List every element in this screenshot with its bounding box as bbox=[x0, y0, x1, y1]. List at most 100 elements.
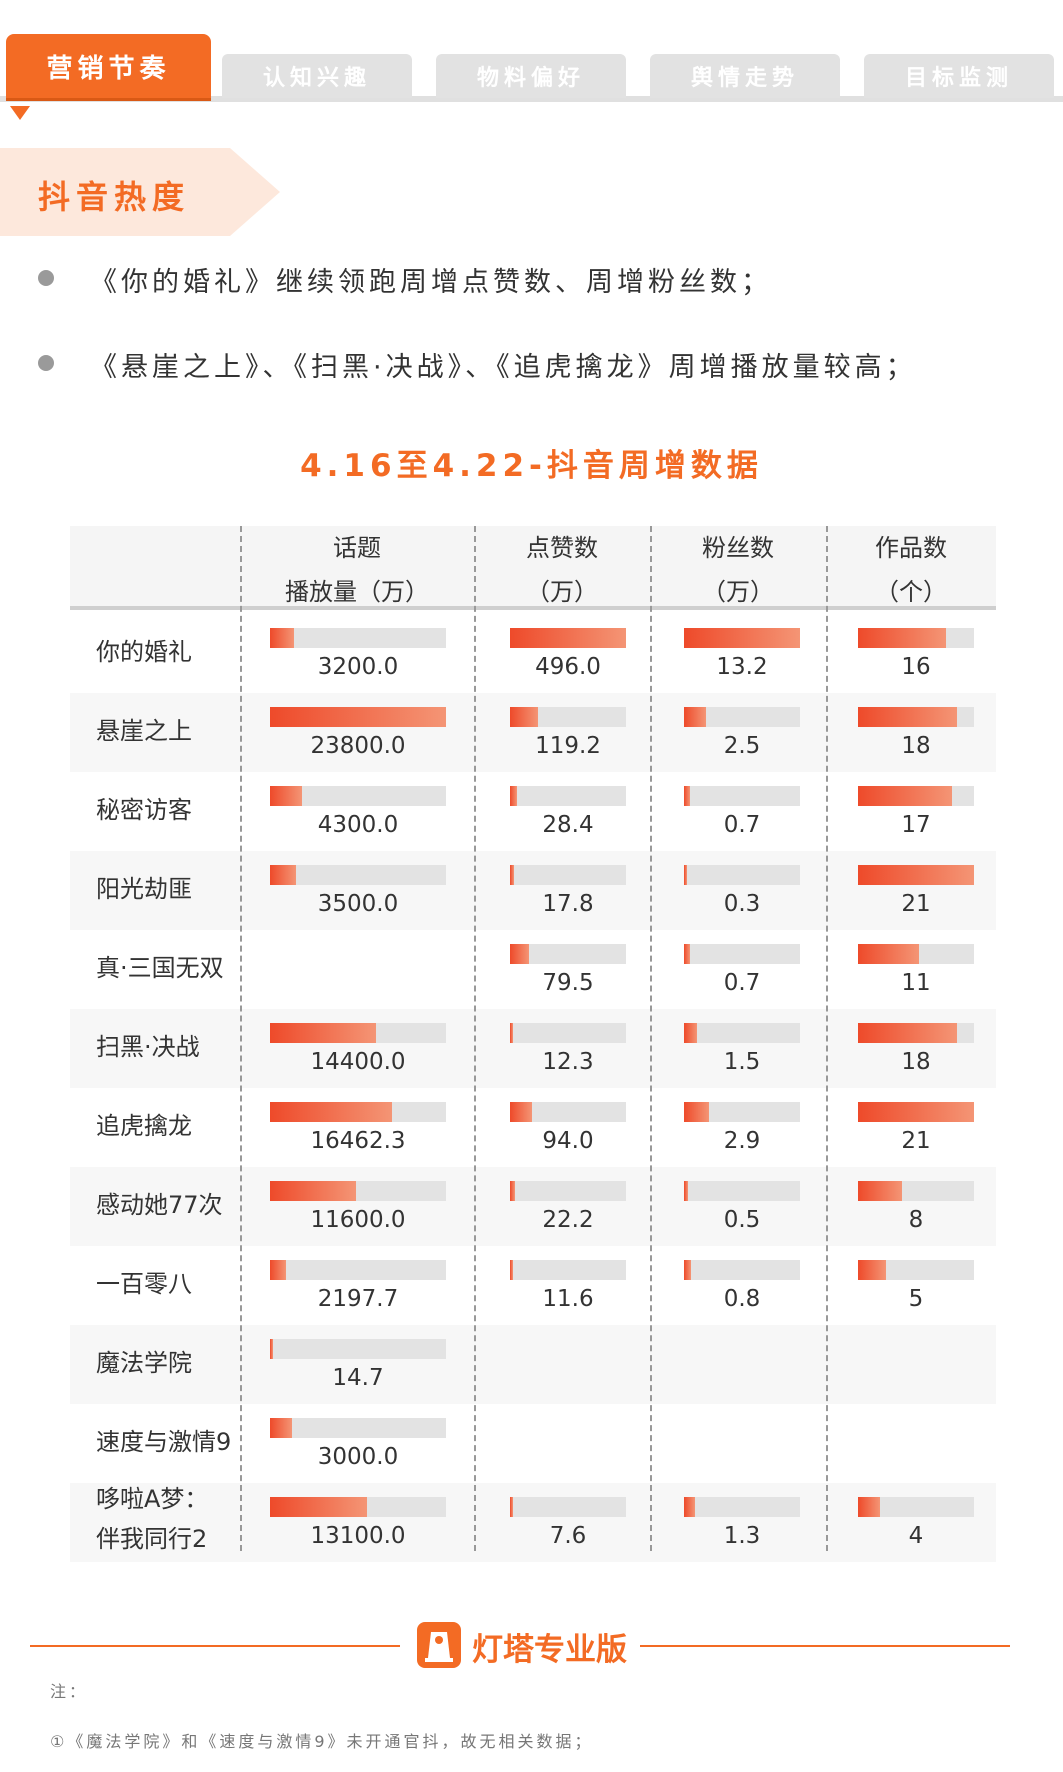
tab-marketing-rhythm[interactable]: 营销节奏 bbox=[6, 34, 211, 98]
works-bar bbox=[858, 1181, 902, 1201]
likes-bar bbox=[510, 1260, 513, 1280]
works-value: 16 bbox=[901, 654, 931, 680]
works-bar-track bbox=[858, 1023, 974, 1043]
views-bar bbox=[270, 707, 446, 727]
row-name: 阳光劫匪 bbox=[96, 875, 192, 903]
header-fans: 粉丝数 （万） bbox=[650, 526, 826, 608]
table-row: 扫黑·决战 14400.0 12.3 1.5 18 bbox=[70, 1009, 996, 1088]
likes-bar bbox=[510, 1023, 513, 1043]
fans-bar-track bbox=[684, 944, 800, 964]
fans-bar bbox=[684, 786, 690, 806]
tab-target-monitoring[interactable]: 目标监测 bbox=[864, 54, 1054, 98]
likes-value: 94.0 bbox=[542, 1128, 594, 1154]
fans-bar bbox=[684, 944, 690, 964]
likes-bar bbox=[510, 944, 529, 964]
fans-bar-track bbox=[684, 1102, 800, 1122]
table-row: 真·三国无双 79.5 0.7 11 bbox=[70, 930, 996, 1009]
works-value: 5 bbox=[908, 1286, 924, 1312]
header-likes-line2: （万） bbox=[526, 578, 598, 606]
fans-bar bbox=[684, 865, 687, 885]
likes-value: 7.6 bbox=[549, 1523, 587, 1549]
active-tab-pointer bbox=[10, 106, 30, 120]
views-bar bbox=[270, 1418, 292, 1438]
works-bar bbox=[858, 707, 957, 727]
likes-value: 22.2 bbox=[542, 1207, 594, 1233]
fans-value: 2.9 bbox=[723, 1128, 761, 1154]
bullet-dot-icon bbox=[38, 270, 54, 286]
works-bar-track bbox=[858, 865, 974, 885]
views-value: 2197.7 bbox=[317, 1286, 399, 1312]
views-value: 23800.0 bbox=[310, 733, 406, 759]
works-bar-track bbox=[858, 1181, 974, 1201]
works-bar bbox=[858, 944, 919, 964]
table-row: 秘密访客 4300.0 28.4 0.7 17 bbox=[70, 772, 996, 851]
views-bar bbox=[270, 1339, 273, 1359]
table-row: 魔法学院 14.7 bbox=[70, 1325, 996, 1404]
likes-bar bbox=[510, 1102, 532, 1122]
header-divider bbox=[70, 606, 996, 610]
likes-bar bbox=[510, 628, 626, 648]
section-banner bbox=[0, 148, 280, 236]
table-row: 悬崖之上 23800.0 119.2 2.5 18 bbox=[70, 693, 996, 772]
views-value: 16462.3 bbox=[310, 1128, 406, 1154]
works-bar bbox=[858, 1023, 957, 1043]
views-value: 11600.0 bbox=[310, 1207, 406, 1233]
header-likes-line1: 点赞数 bbox=[526, 534, 598, 562]
bullet-dot-icon bbox=[38, 355, 54, 371]
row-name: 悬崖之上 bbox=[96, 717, 192, 745]
likes-bar-track bbox=[510, 865, 626, 885]
fans-bar-track bbox=[684, 786, 800, 806]
works-bar bbox=[858, 786, 952, 806]
fans-bar-track bbox=[684, 1181, 800, 1201]
footer-divider-right bbox=[640, 1645, 1010, 1647]
works-value: 21 bbox=[901, 891, 931, 917]
likes-bar bbox=[510, 1497, 513, 1517]
views-bar bbox=[270, 1260, 286, 1280]
works-bar bbox=[858, 1102, 974, 1122]
table-title: 4.16至4.22-抖音周增数据 bbox=[300, 448, 763, 484]
column-divider bbox=[650, 526, 652, 1551]
likes-value: 28.4 bbox=[542, 812, 594, 838]
views-bar-track bbox=[270, 1102, 446, 1122]
views-value: 3500.0 bbox=[317, 891, 399, 917]
tab-cognition-interest[interactable]: 认知兴趣 bbox=[222, 54, 412, 98]
row-name: 哆啦A梦： bbox=[96, 1485, 209, 1513]
likes-bar-track bbox=[510, 786, 626, 806]
header-views: 话题 播放量（万） bbox=[240, 526, 474, 608]
fans-value: 0.7 bbox=[723, 812, 761, 838]
row-name: 魔法学院 bbox=[96, 1349, 192, 1377]
fans-bar-track bbox=[684, 865, 800, 885]
likes-bar-track bbox=[510, 1181, 626, 1201]
works-value: 17 bbox=[901, 812, 931, 838]
likes-bar bbox=[510, 865, 514, 885]
section-title: 抖音热度 bbox=[38, 178, 191, 216]
works-value: 11 bbox=[901, 970, 931, 996]
works-bar-track bbox=[858, 1260, 974, 1280]
views-bar-track bbox=[270, 707, 446, 727]
header-views-line2: 播放量（万） bbox=[285, 578, 429, 606]
works-bar-track bbox=[858, 628, 974, 648]
works-value: 18 bbox=[901, 733, 931, 759]
likes-bar-track bbox=[510, 1260, 626, 1280]
table-row: 一百零八 2197.7 11.6 0.8 5 bbox=[70, 1246, 996, 1325]
views-bar bbox=[270, 1023, 376, 1043]
likes-bar bbox=[510, 786, 517, 806]
works-bar-track bbox=[858, 707, 974, 727]
views-value: 3000.0 bbox=[317, 1444, 399, 1470]
works-bar bbox=[858, 1497, 880, 1517]
fans-bar-track bbox=[684, 1260, 800, 1280]
tab-material-preference[interactable]: 物料偏好 bbox=[436, 54, 626, 98]
works-bar-track bbox=[858, 1497, 974, 1517]
works-value: 21 bbox=[901, 1128, 931, 1154]
fans-bar bbox=[684, 707, 706, 727]
row-name: 扫黑·决战 bbox=[96, 1033, 200, 1061]
row-name: 速度与激情9 bbox=[96, 1428, 232, 1456]
row-name: 真·三国无双 bbox=[96, 954, 224, 982]
fans-bar bbox=[684, 1497, 695, 1517]
fans-bar bbox=[684, 1260, 691, 1280]
likes-bar-track bbox=[510, 628, 626, 648]
tab-sentiment-trend[interactable]: 舆情走势 bbox=[650, 54, 840, 98]
likes-value: 11.6 bbox=[542, 1286, 594, 1312]
header-works-line1: 作品数 bbox=[875, 534, 947, 562]
works-bar-track bbox=[858, 786, 974, 806]
